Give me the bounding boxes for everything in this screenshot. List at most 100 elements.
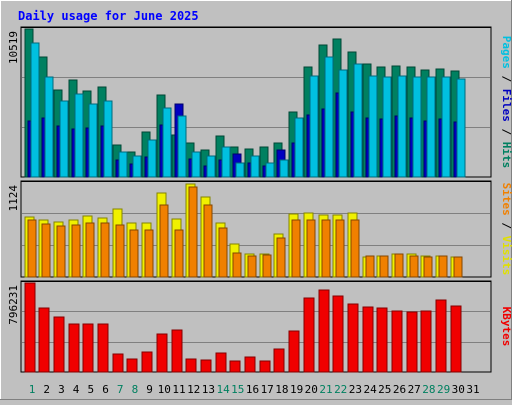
panel-ymax-label: 1124 (7, 185, 20, 212)
x-tick-label-day-28: 28 (422, 383, 435, 396)
bar-sites-day-11 (174, 229, 184, 278)
x-tick-label-day-21: 21 (319, 383, 332, 396)
x-tick-label-day-31: 31 (466, 383, 479, 396)
x-tick-label-day-19: 19 (290, 383, 303, 396)
chart-panels: 10519 Pages / Files / Hits 1124 Sites / Vis… (7, 26, 512, 373)
bar-kbytes-day-13 (200, 359, 212, 373)
x-tick-label-day-5: 5 (87, 383, 94, 396)
legend-part: Files (500, 89, 512, 122)
bar-pages-day-25 (382, 76, 392, 178)
bar-sites-day-23 (350, 219, 360, 278)
x-tick-label-day-23: 23 (349, 383, 362, 396)
bar-sites-day-29 (438, 255, 448, 278)
x-tick-label-day-11: 11 (172, 383, 185, 396)
x-tick-label-day-10: 10 (158, 383, 171, 396)
bar-sites-day-20 (306, 219, 316, 278)
legend-part: / (500, 69, 512, 89)
bar-sites-day-14 (218, 227, 228, 278)
bar-kbytes-day-24 (362, 306, 374, 373)
bar-kbytes-day-10 (156, 333, 168, 373)
bar-sites-day-30 (453, 256, 463, 278)
x-tick-label-day-24: 24 (363, 383, 377, 396)
bar-kbytes-day-19 (288, 330, 300, 373)
bar-sites-day-18 (276, 237, 286, 278)
bar-pages-day-28 (426, 76, 436, 178)
bar-kbytes-day-25 (376, 307, 388, 373)
x-tick-label-day-26: 26 (393, 383, 406, 396)
x-tick-label-day-3: 3 (58, 383, 65, 396)
x-tick-label-day-22: 22 (334, 383, 347, 396)
x-tick-label-day-20: 20 (305, 383, 318, 396)
x-tick-label-day-18: 18 (275, 383, 288, 396)
panel-legend-label: Pages / Files / Hits (500, 36, 512, 169)
bar-kbytes-day-9 (141, 351, 153, 373)
bar-pages-day-15 (235, 162, 245, 178)
bar-kbytes-day-16 (244, 356, 256, 373)
bar-sites-day-13 (203, 204, 213, 278)
bar-kbytes-day-7 (112, 353, 124, 373)
legend-part: Hits (500, 142, 512, 169)
bar-kbytes-day-3 (53, 316, 65, 373)
bar-pages-day-17 (265, 162, 275, 178)
bar-pages-day-11 (177, 115, 187, 178)
x-tick-label-day-9: 9 (146, 383, 153, 396)
bar-kbytes-day-1 (24, 282, 36, 373)
bar-pages-day-12 (191, 151, 201, 178)
x-tick-label-day-13: 13 (202, 383, 215, 396)
bar-sites-day-17 (262, 254, 272, 278)
bar-pages-day-1 (30, 42, 40, 178)
x-axis-labels: 1 2 3 4 5 6 7 8 9 10 11 12 13 14 15 16 17 18 19 20 21 22 23 24 2… (29, 383, 480, 396)
legend-part: Visits (500, 236, 512, 276)
bar-pages-day-16 (250, 155, 260, 178)
bar-sites-day-1 (27, 219, 37, 278)
bar-kbytes-day-2 (38, 307, 50, 373)
bar-kbytes-day-20 (303, 297, 315, 373)
bar-kbytes-day-21 (318, 289, 330, 373)
bar-pages-day-3 (59, 100, 69, 178)
panel-legend-label: Sites / Visits (500, 183, 512, 276)
bar-pages-day-21 (324, 56, 334, 178)
legend-part: KBytes (500, 307, 512, 347)
bar-pages-day-9 (147, 139, 157, 178)
bar-kbytes-day-15 (229, 360, 241, 373)
x-tick-label-day-7: 7 (117, 383, 124, 396)
bar-kbytes-day-5 (82, 323, 94, 373)
panel-kbytes: 796231 KBytes (7, 280, 512, 373)
bar-pages-day-24 (368, 75, 378, 178)
bar-sites-day-15 (232, 252, 242, 278)
bar-kbytes-day-14 (215, 352, 227, 373)
bar-sites-day-6 (100, 222, 110, 278)
bar-kbytes-day-30 (450, 305, 462, 373)
bar-pages-day-10 (162, 107, 172, 178)
bar-sites-day-2 (41, 223, 51, 278)
series-sites (27, 186, 463, 278)
bar-sites-day-27 (409, 255, 419, 278)
bar-kbytes-day-26 (391, 310, 403, 373)
panel-legend-label: KBytes (500, 307, 512, 347)
bar-sites-day-4 (71, 224, 81, 278)
x-tick-label-day-2: 2 (43, 383, 50, 396)
bar-sites-day-24 (365, 255, 375, 278)
chart-title: Daily usage for June 2025 (18, 9, 199, 23)
bar-sites-day-10 (159, 204, 169, 278)
panel-requests: 10519 Pages / Files / Hits (7, 26, 512, 178)
x-tick-label-day-27: 27 (408, 383, 421, 396)
bar-pages-day-13 (206, 155, 216, 178)
bar-pages-day-18 (279, 159, 289, 178)
bar-kbytes-day-11 (171, 329, 183, 373)
bar-pages-day-14 (221, 146, 231, 178)
bar-sites-day-3 (56, 225, 66, 278)
x-tick-label-day-30: 30 (452, 383, 465, 396)
bar-kbytes-day-17 (259, 360, 271, 373)
x-tick-label-day-8: 8 (132, 383, 139, 396)
bar-pages-day-27 (412, 76, 422, 178)
bar-kbytes-day-22 (332, 295, 344, 373)
x-tick-label-day-16: 16 (246, 383, 259, 396)
series-pages (30, 42, 466, 178)
x-tick-label-day-12: 12 (187, 383, 200, 396)
legend-part: / (500, 216, 512, 236)
bar-sites-day-5 (85, 222, 95, 278)
bar-sites-day-9 (144, 229, 154, 278)
x-tick-label-day-17: 17 (261, 383, 274, 396)
